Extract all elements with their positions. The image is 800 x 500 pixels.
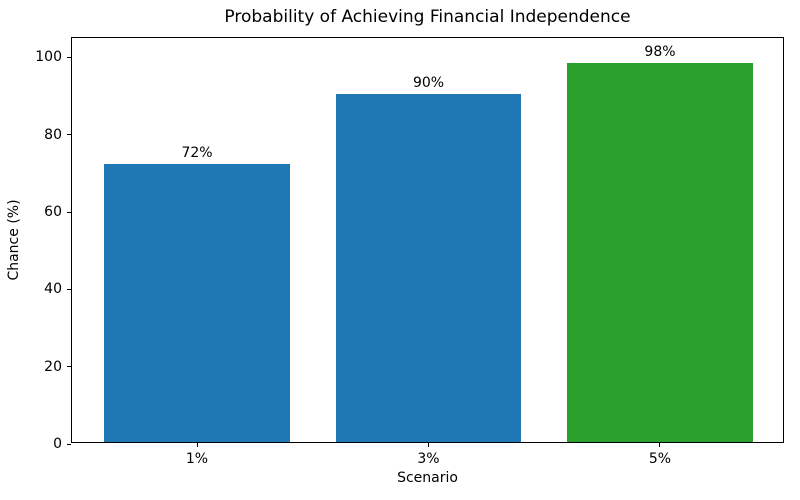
x-tick-mark — [428, 443, 429, 447]
y-tick-label: 40 — [44, 281, 62, 298]
bar-3% — [335, 94, 522, 442]
y-tick-mark — [67, 134, 71, 136]
x-tick-mark — [196, 443, 198, 447]
x-tick-label: 1% — [185, 451, 209, 467]
y-tick-mark — [67, 443, 71, 445]
chart-title: Probability of Achieving Financial Indep… — [224, 7, 631, 27]
y-tick-mark — [67, 211, 71, 213]
y-tick-mark — [67, 366, 71, 368]
y-tick-label: 80 — [44, 126, 62, 143]
bar-value-label: 98% — [644, 44, 676, 61]
bar-value-label: 72% — [181, 144, 213, 161]
bar-1% — [104, 163, 290, 442]
plot-area: 0 20 40 60 80 100 72% 1% 90% 3% 98% 5% — [35, 37, 784, 467]
y-tick-mark — [67, 56, 71, 58]
bar-value-label: 90% — [412, 75, 445, 91]
y-tick-mark — [67, 288, 71, 290]
y-tick-label: 100 — [35, 49, 62, 66]
x-tick-label: 3% — [417, 451, 440, 467]
x-tick-label: 5% — [648, 451, 672, 467]
y-tick-label: 20 — [44, 358, 62, 375]
y-tick-label: 0 — [53, 436, 62, 452]
y-axis-label: Chance (%) — [6, 199, 22, 281]
x-axis-label: Scenario — [397, 470, 458, 486]
x-tick-mark — [659, 443, 661, 447]
y-tick-label: 60 — [44, 204, 62, 220]
bar-5% — [567, 63, 753, 442]
